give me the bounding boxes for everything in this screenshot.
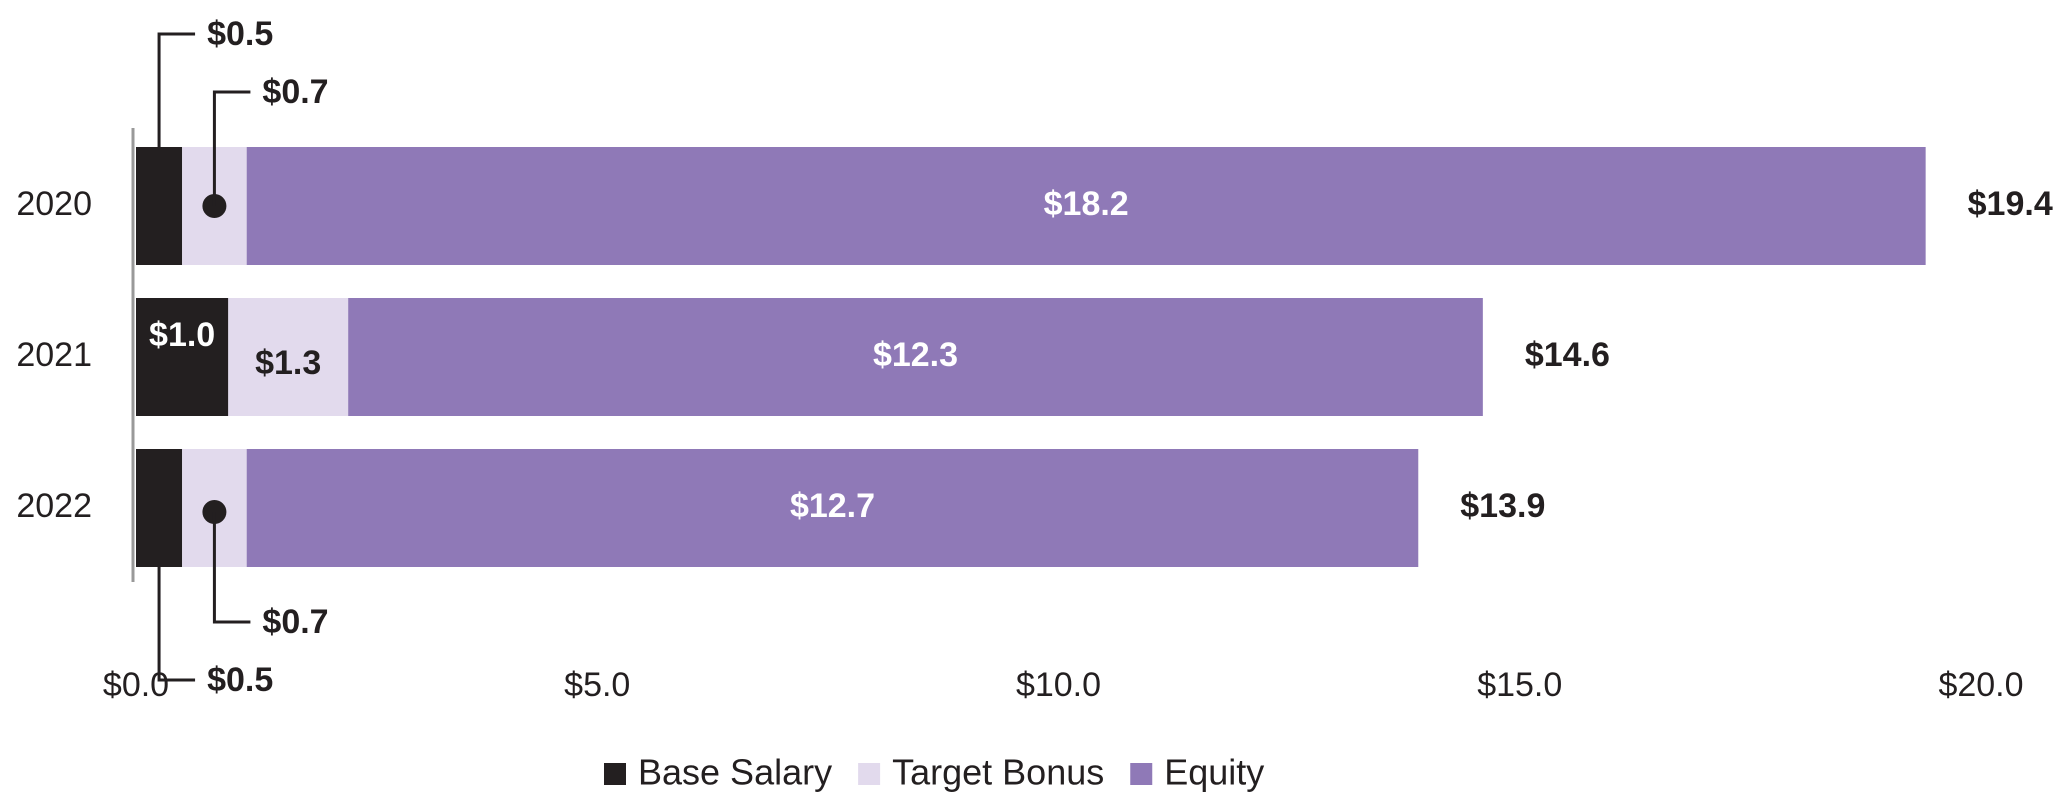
bar-segment <box>136 298 229 416</box>
value-label: $0.5 <box>207 661 273 699</box>
x-tick-label: $5.0 <box>564 666 630 704</box>
total-label: $19.4 <box>1968 185 2053 223</box>
bar-segment <box>348 298 1483 416</box>
legend-swatch <box>1130 763 1153 785</box>
callout-line <box>157 567 196 682</box>
value-label: $12.3 <box>873 336 958 374</box>
legend-label: Equity <box>1164 752 1264 793</box>
y-tick-label: 2022 <box>16 487 92 525</box>
bar-segment <box>246 147 1926 265</box>
bar-segment <box>246 449 1419 567</box>
bar-segment <box>228 298 349 416</box>
y-tick-label: 2021 <box>16 336 92 374</box>
x-tick-label: $20.0 <box>1938 666 2023 704</box>
bar-segment <box>136 449 183 567</box>
y-tick-label: 2020 <box>16 185 92 223</box>
legend-label: Target Bonus <box>892 752 1104 793</box>
callout-line <box>212 512 251 624</box>
callout-line <box>157 32 196 147</box>
bar-segment <box>136 147 183 265</box>
callout-line <box>212 90 251 206</box>
value-label: $18.2 <box>1044 185 1129 223</box>
total-label: $14.6 <box>1525 336 1610 374</box>
x-tick-label: $15.0 <box>1477 666 1562 704</box>
value-label: $12.7 <box>790 487 875 525</box>
value-label: $1.3 <box>255 344 321 382</box>
value-label: $0.5 <box>207 15 273 53</box>
legend-swatch <box>604 763 626 785</box>
x-tick-label: $10.0 <box>1016 666 1101 704</box>
value-label: $0.7 <box>262 73 328 111</box>
legend-label: Base Salary <box>638 752 832 793</box>
legend-swatch <box>858 763 881 785</box>
value-label: $0.7 <box>262 603 328 641</box>
value-label: $1.0 <box>149 316 215 354</box>
total-label: $13.9 <box>1460 487 1545 525</box>
